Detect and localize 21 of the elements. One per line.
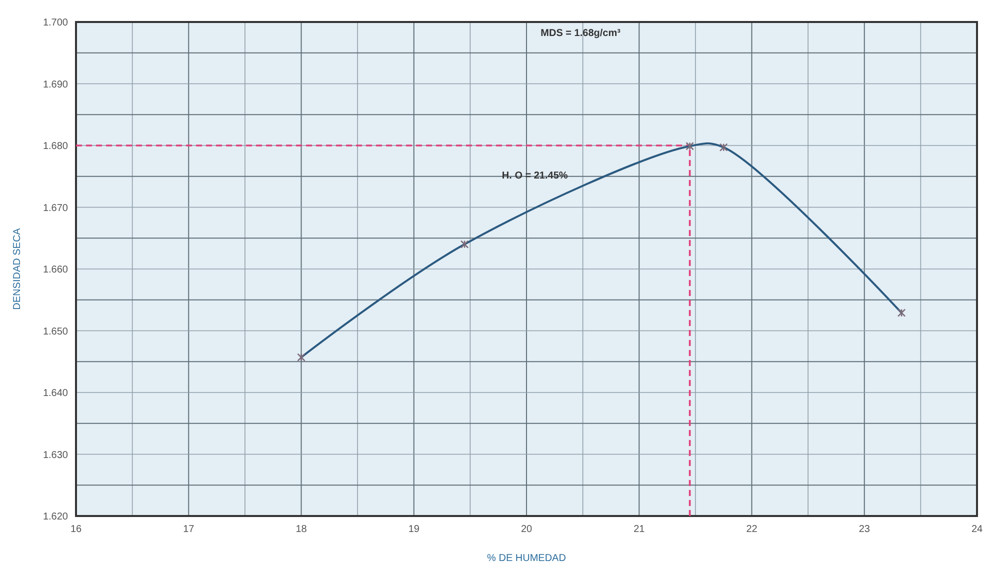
y-tick-label: 1.620 [42, 512, 68, 522]
y-tick-label: 1.640 [42, 388, 68, 399]
x-axis-title: % DE HUMEDAD [487, 553, 566, 564]
x-tick-label: 21 [634, 524, 646, 535]
annotation: MDS = 1.68g/cm³ [540, 28, 622, 39]
y-tick-label: 1.670 [42, 202, 68, 214]
x-tick-label: 22 [746, 524, 758, 535]
y-tick-label: 1.650 [42, 326, 68, 338]
y-tick-label: 1.630 [42, 450, 68, 461]
x-tick-label: 23 [858, 524, 870, 535]
y-tick-label: 1.680 [42, 141, 68, 152]
y-tick-label: 1.700 [42, 18, 68, 28]
x-tick-label: 24 [971, 524, 983, 535]
x-tick-label: 20 [520, 524, 532, 535]
x-tick-label: 17 [183, 524, 195, 535]
x-tick-label: 16 [70, 524, 82, 535]
x-tick-label: 18 [296, 524, 308, 535]
y-tick-label: 1.660 [42, 264, 68, 276]
y-tick-label: 1.690 [42, 79, 68, 90]
y-axis-title: DENSIDAD SECA [12, 228, 23, 310]
x-tick-label: 19 [408, 524, 420, 535]
